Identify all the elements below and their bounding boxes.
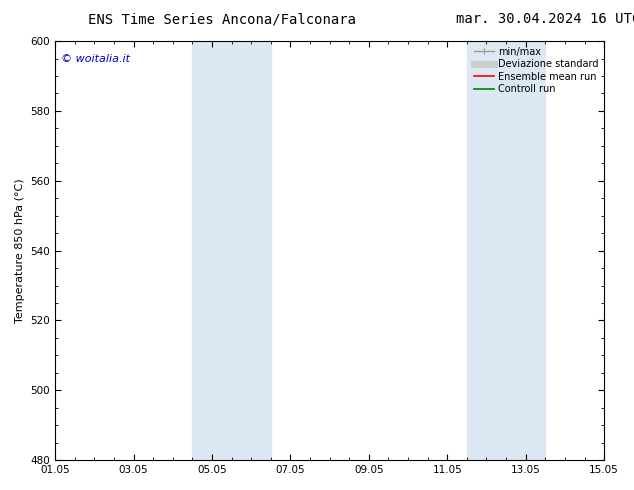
Text: ENS Time Series Ancona/Falconara: ENS Time Series Ancona/Falconara <box>88 12 356 26</box>
Text: © woitalia.it: © woitalia.it <box>61 53 130 64</box>
Bar <box>192 41 231 460</box>
Legend: min/max, Deviazione standard, Ensemble mean run, Controll run: min/max, Deviazione standard, Ensemble m… <box>472 44 601 97</box>
Bar <box>467 41 506 460</box>
Y-axis label: Temperature 850 hPa (°C): Temperature 850 hPa (°C) <box>15 178 25 323</box>
Text: mar. 30.04.2024 16 UTC: mar. 30.04.2024 16 UTC <box>456 12 634 26</box>
Bar <box>506 41 545 460</box>
Bar <box>231 41 271 460</box>
